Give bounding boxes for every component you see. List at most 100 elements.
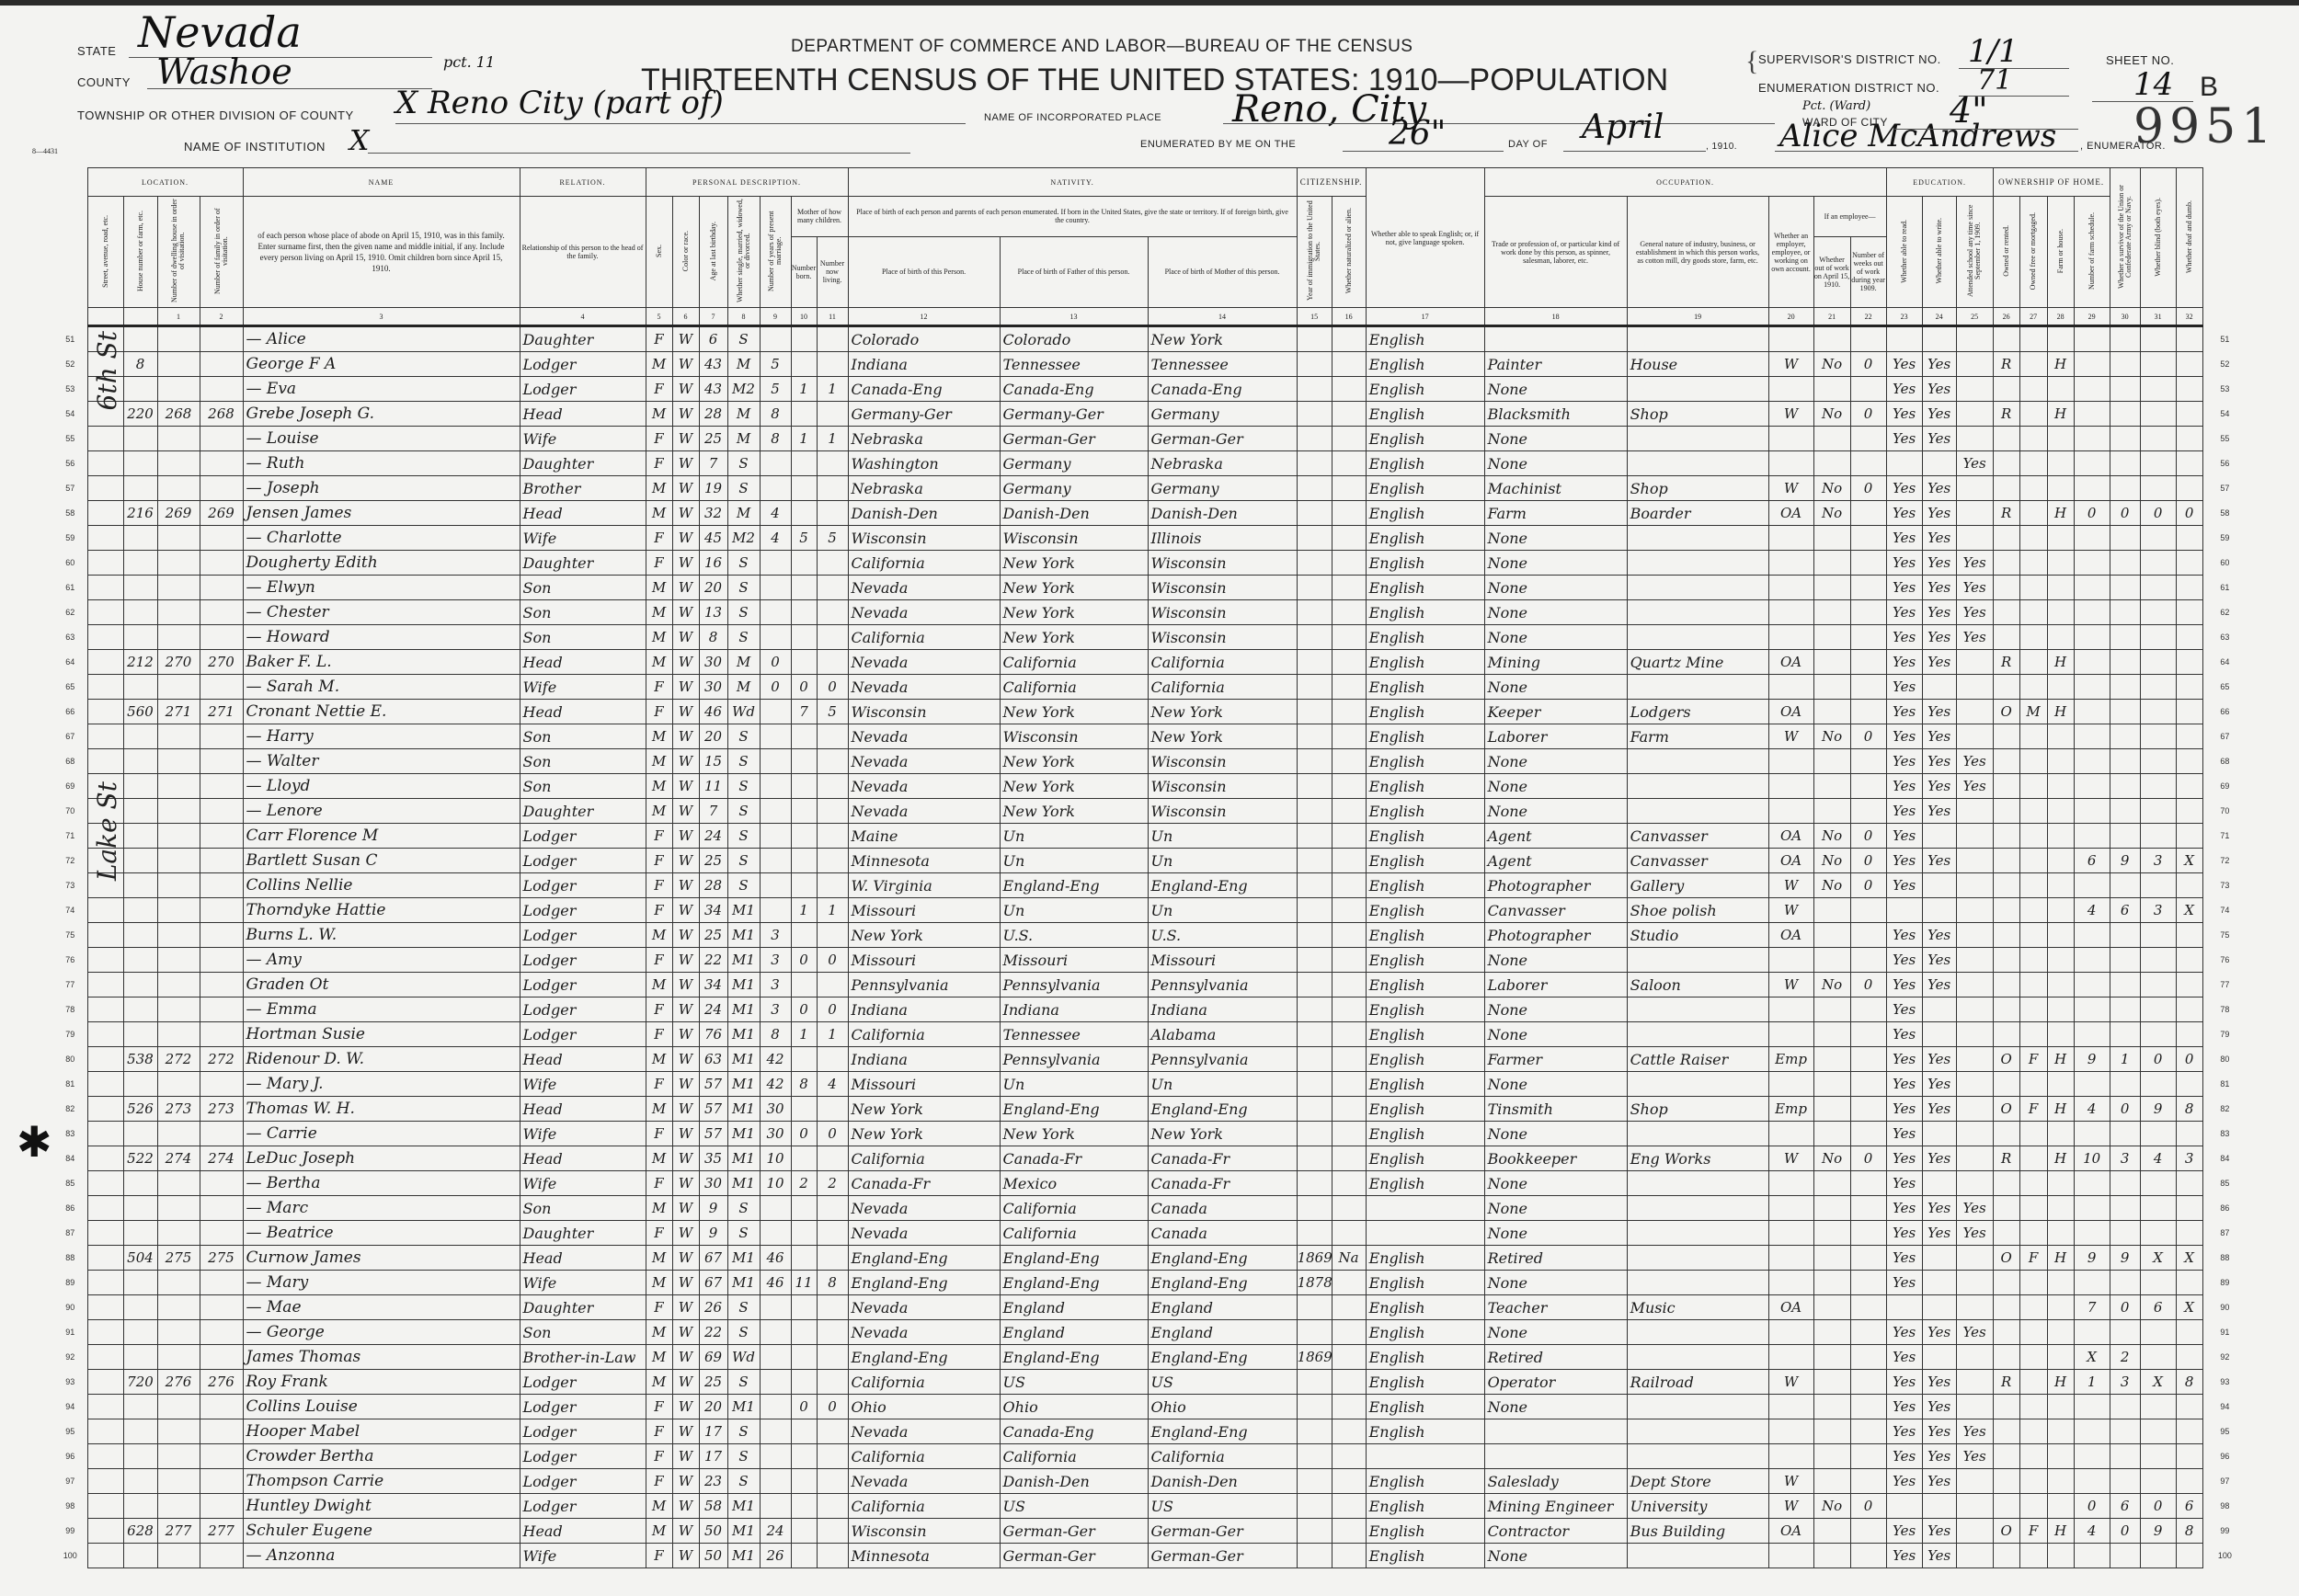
cell-owned-rented: R [1992,351,2020,377]
cell-dwelling [156,947,200,973]
cell-read: Yes [1885,575,1923,600]
cell-marital: M1 [726,1021,761,1047]
cell-birthplace: Nevada [847,575,1001,600]
cell-house [122,1170,158,1196]
cell-age: 20 [698,1394,728,1419]
cell-relation: Lodger [519,972,646,998]
cell-out-of-work [1813,1543,1851,1568]
column-number: 11 [816,307,849,326]
cell-dwelling [156,1294,200,1320]
cell-marital: M1 [726,972,761,998]
column-number: 1 [156,307,200,326]
cell-street [86,997,124,1022]
cell-mother-birthplace: Canada-Fr [1147,1146,1298,1171]
cell-farm-house [2046,1071,2075,1097]
cell-industry [1626,1344,1769,1370]
ward-label: Ward of city [1802,116,1888,129]
cell-father-birthplace: England-Eng [999,872,1149,898]
cell-house [122,1493,158,1519]
enumerated-label: Enumerated by me on the [1140,139,1297,150]
cell-out-of-work [1813,1344,1851,1370]
cell-schedule-code [2073,773,2110,799]
cell-free-mortgaged [2019,401,2048,427]
cell-free-mortgaged [2019,426,2048,451]
cell-age: 24 [698,997,728,1022]
cell-race: W [671,450,700,476]
table-row: 82 526 273 273 Thomas W. H. Head M W 57 M1 30 New Y… [51,1096,2244,1122]
cell-birthplace: Colorado [847,325,1001,352]
cell-naturalized [1331,1294,1367,1320]
column-number: 2 [199,307,244,326]
cell-years-married: 3 [759,947,792,973]
cell-age: 69 [698,1344,728,1370]
cell-father-birthplace: Danish-Den [999,500,1149,526]
line-number-right: 81 [2220,1079,2230,1089]
cell-race: W [671,1071,700,1097]
table-row: 89— Mary Wife M W 67 M1 46 11 8 England-Eng Englan… [51,1270,2244,1295]
cell-street [86,922,124,948]
cell-immigration-year [1296,674,1333,700]
cell-name: — Charlotte [242,525,520,551]
cell-school: Yes [1955,624,1994,650]
cell-weeks-out [1849,798,1887,824]
cell-weeks-out [1849,699,1887,724]
line-number-right: 71 [2220,831,2230,840]
cell-relation: Son [519,724,646,749]
cell-birthplace: Wisconsin [847,699,1001,724]
cell-industry [1626,1394,1769,1419]
cell-free-mortgaged [2019,1493,2048,1519]
line-number-left: 89 [65,1278,75,1287]
cell-father-birthplace: Colorado [999,325,1149,352]
cell-years-married: 46 [759,1270,792,1295]
cell-house [122,798,158,824]
cell-family [199,550,244,576]
cell-immigration-year: 1878 [1296,1270,1333,1295]
cell-blind-code [2139,1344,2177,1370]
cell-immigration-year [1296,1046,1333,1072]
cell-class-of-worker [1767,1220,1814,1246]
cell-free-mortgaged [2019,1021,2048,1047]
cell-read: Yes [1885,1518,1923,1544]
cell-free-mortgaged [2019,575,2048,600]
cell-free-mortgaged: F [2019,1245,2048,1271]
cell-farm-house [2046,426,2075,451]
cell-write [1921,997,1957,1022]
cell-house [122,1394,158,1419]
cell-dwelling [156,798,200,824]
cell-out-of-work [1813,1270,1851,1295]
cell-immigration-year [1296,450,1333,476]
cell-sex: F [645,426,673,451]
cell-immigration-year [1296,1493,1333,1519]
cell-family [199,1121,244,1146]
cell-out-of-work [1813,1319,1851,1345]
line-number-left: 73 [65,881,75,890]
cell-farm-house [2046,1543,2075,1568]
cell-father-birthplace: Un [999,897,1149,923]
cell-write: Yes [1921,426,1957,451]
cell-father-birthplace: New York [999,1121,1149,1146]
cell-out-of-work [1813,1245,1851,1271]
cell-deaf-code [2175,376,2203,402]
cell-years-married [759,325,792,352]
cell-birthplace: Nevada [847,748,1001,774]
cell-schedule-code [2073,599,2110,625]
line-number-right: 61 [2220,583,2230,592]
cell-school [1955,1146,1994,1171]
cell-house [122,773,158,799]
cell-language: English [1365,550,1485,576]
line-number-right: 92 [2220,1352,2230,1362]
cell-owned-rented: O [1992,1518,2020,1544]
cell-blind-code [2139,1220,2177,1246]
cell-owned-rented [1992,823,2020,849]
cell-age: 19 [698,475,728,501]
cell-family [199,947,244,973]
cell-relation: Lodger [519,848,646,873]
cell-class-of-worker [1767,1245,1814,1271]
cell-relation: Lodger [519,1369,646,1395]
cell-out-of-work [1813,1220,1851,1246]
cell-class-of-worker [1767,1270,1814,1295]
cell-class-of-worker: OA [1767,823,1814,849]
cell-family: 276 [199,1369,244,1395]
cell-years-married: 10 [759,1170,792,1196]
cell-owned-rented [1992,1443,2020,1469]
